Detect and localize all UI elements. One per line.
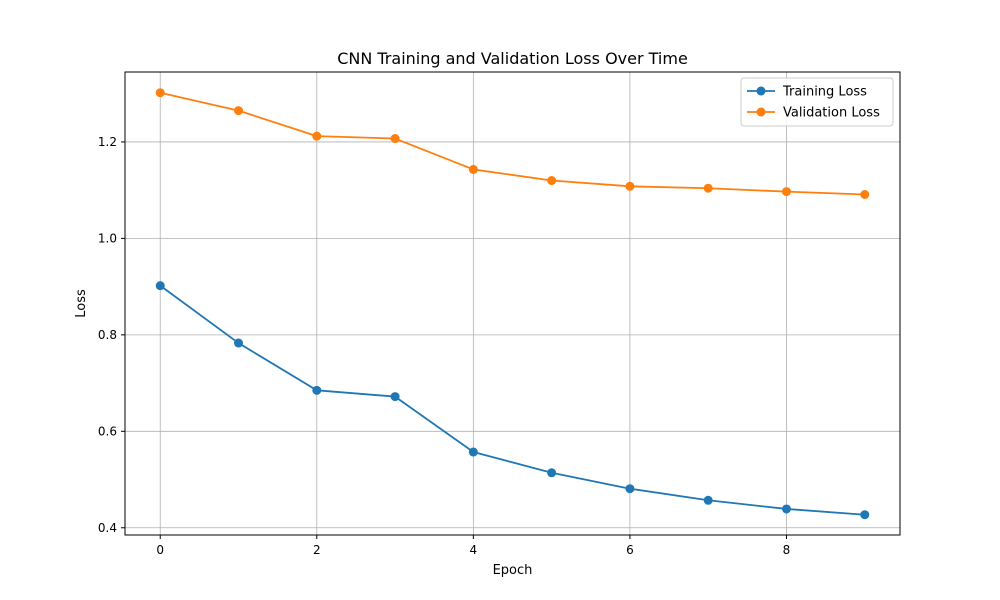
training-loss-point — [781, 504, 791, 514]
legend-box — [740, 77, 894, 127]
validation-loss-point — [625, 181, 635, 191]
x-tick-label: 4 — [470, 543, 478, 557]
x-tick-label: 6 — [626, 543, 634, 557]
y-tick-label: 0.4 — [98, 521, 117, 535]
y-tick-label: 1.0 — [98, 231, 117, 245]
validation-loss-point — [312, 131, 322, 141]
x-tick-label: 0 — [156, 543, 164, 557]
training-loss-line — [159, 284, 865, 516]
x-axis-label: Epoch — [493, 563, 533, 578]
training-loss-point — [625, 484, 635, 494]
validation-loss-legend-marker — [756, 107, 766, 117]
validation-loss-line — [160, 91, 865, 196]
y-tick-label: 1.2 — [98, 135, 117, 149]
validation-loss-point — [547, 176, 557, 186]
validation-loss-point — [703, 183, 713, 193]
series-layer — [155, 88, 870, 520]
training-loss-legend-label: Training Loss — [782, 85, 867, 100]
validation-loss-point — [860, 190, 870, 200]
validation-loss-legend-label: Validation Loss — [783, 106, 880, 121]
training-loss-point — [155, 281, 165, 291]
x-tick-label: 8 — [783, 543, 791, 557]
training-loss-point — [390, 392, 400, 402]
grid-layer — [125, 72, 900, 535]
legend: Training Loss Validation Loss — [740, 77, 894, 127]
y-tick-label: 0.8 — [98, 328, 117, 342]
training-loss-point — [547, 468, 557, 478]
y-axis-label: Loss — [74, 289, 89, 318]
training-loss-point — [860, 510, 870, 520]
validation-loss-point — [155, 88, 165, 98]
training-loss-point — [234, 338, 244, 348]
training-loss-legend-marker — [756, 86, 766, 96]
y-tick-label: 0.6 — [98, 424, 117, 438]
plot-area-frame — [124, 71, 901, 536]
chart-title: CNN Training and Validation Loss Over Ti… — [337, 49, 688, 68]
training-loss-point — [703, 495, 713, 505]
training-loss-point — [468, 447, 478, 457]
validation-loss-point — [234, 106, 244, 116]
validation-loss-point — [390, 134, 400, 144]
x-tick-label: 2 — [313, 543, 321, 557]
validation-loss-point — [781, 187, 791, 197]
ticks-layer: 0 2 4 6 8 0.4 0.6 0.8 1.0 1.2 — [98, 135, 790, 557]
validation-loss-point — [468, 164, 478, 174]
training-loss-point — [312, 385, 322, 395]
